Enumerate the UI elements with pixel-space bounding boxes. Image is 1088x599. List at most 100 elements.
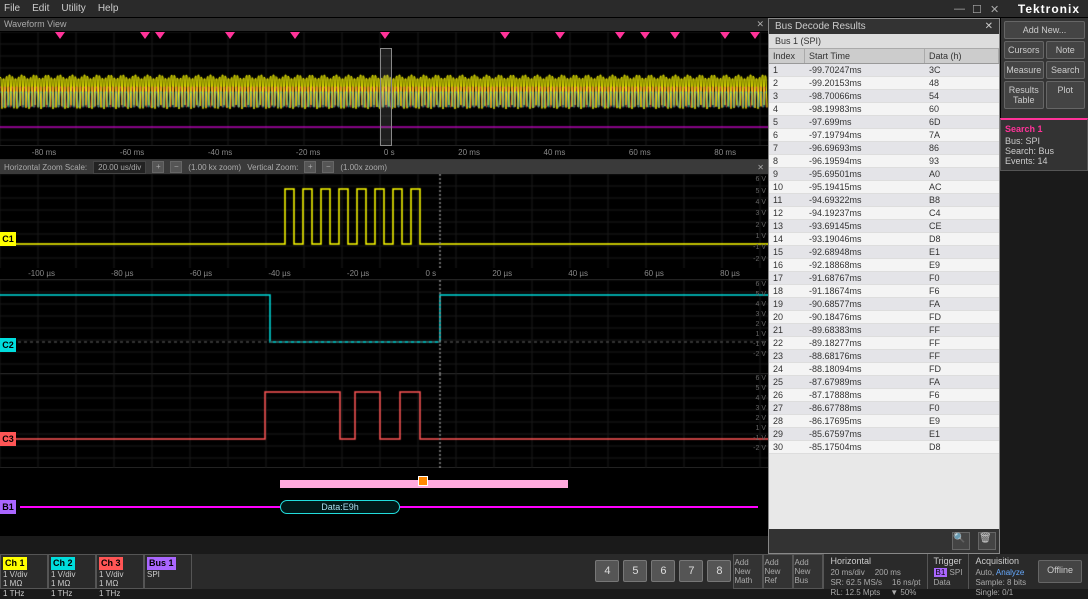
search-panel[interactable]: Search 1 Bus: SPI Search: Bus Events: 14 [1000,118,1088,171]
scope-ch1[interactable]: C1 6 V5 V4 V3 V2 V1 V-1 V-2 V -100 µs-80… [0,174,768,280]
table-row[interactable]: 12-94.19237msC4 [769,207,999,220]
waveform-header: Waveform View ✕ [0,18,768,32]
bus-decode-bubble[interactable]: Data:E9h [280,500,400,514]
table-row[interactable]: 10-95.19415msAC [769,181,999,194]
search-type: Search: Bus [1005,146,1083,156]
channel-7-button[interactable]: 7 [679,560,703,582]
decode-close-icon[interactable]: ✕ [985,21,993,32]
measure-button[interactable]: Measure [1004,61,1044,79]
table-row[interactable]: 21-89.68383msFF [769,324,999,337]
table-row[interactable]: 8-96.19594ms93 [769,155,999,168]
search-icon[interactable]: 🔍 [952,532,970,550]
plot-button[interactable]: Plot [1046,81,1086,109]
table-row[interactable]: 22-89.18277msFF [769,337,999,350]
ch1-volt-labels: 6 V5 V4 V3 V2 V1 V-1 V-2 V [744,174,768,265]
wf-close-icon[interactable]: ✕ [756,19,764,30]
trigger-marker-icon[interactable] [418,476,428,486]
table-row[interactable]: 3-98.70066ms54 [769,90,999,103]
table-row[interactable]: 23-88.68176msFF [769,350,999,363]
channel-6-button[interactable]: 6 [651,560,675,582]
scope-ch2[interactable]: C2 6 V5 V4 V3 V2 V1 V-1 V-2 V [0,280,768,374]
menu-help[interactable]: Help [98,3,119,14]
note-button[interactable]: Note [1046,41,1086,59]
zoom-scale[interactable]: 20.00 us/div [93,161,146,174]
table-row[interactable]: 28-86.17695msE9 [769,415,999,428]
channel-5-button[interactable]: 5 [623,560,647,582]
ch1-badge[interactable]: C1 [0,232,16,246]
decode-subtitle[interactable]: Bus 1 (SPI) [769,34,999,49]
zoom-minus[interactable]: − [170,161,182,173]
trash-icon[interactable]: 🗑 [978,532,996,550]
overview-scope[interactable]: -80 ms-60 ms-40 ms-20 ms0 s20 ms40 ms60 … [0,32,768,160]
table-row[interactable]: 18-91.18674msF6 [769,285,999,298]
add-ref-button[interactable]: Add New Ref [763,554,793,589]
scope-ch3[interactable]: C3 6 V5 V4 V3 V2 V1 V-1 V-2 V [0,374,768,468]
table-row[interactable]: 7-96.69693ms86 [769,142,999,155]
results-table-button[interactable]: Results Table [1004,81,1044,109]
table-row[interactable]: 17-91.68767msF0 [769,272,999,285]
col-data[interactable]: Data (h) [925,49,999,63]
cursors-button[interactable]: Cursors [1004,41,1044,59]
trigger-info[interactable]: Trigger B1 SPI Data [927,554,969,589]
menu-edit[interactable]: Edit [32,3,49,14]
add-math-button[interactable]: Add New Math [733,554,763,589]
ch2-volt-labels: 6 V5 V4 V3 V2 V1 V-1 V-2 V [744,280,768,359]
table-row[interactable]: 25-87.67989msFA [769,376,999,389]
decode-rows[interactable]: 1-99.70247ms3C2-99.20153ms483-98.70066ms… [769,64,999,529]
zoom-plus[interactable]: + [152,161,164,173]
max-icon[interactable]: ☐ [972,3,982,13]
table-row[interactable]: 19-90.68577msFA [769,298,999,311]
table-row[interactable]: 30-85.17504msD8 [769,441,999,454]
vzoom-minus[interactable]: − [322,161,334,173]
add-new-button[interactable]: Add New... [1004,21,1085,39]
table-row[interactable]: 15-92.68948msE1 [769,246,999,259]
tab-ch2[interactable]: Ch 2 1 V/div1 MΩ1 THz [48,554,96,589]
table-row[interactable]: 4-98.19983ms60 [769,103,999,116]
search-bus: Bus: SPI [1005,136,1083,146]
table-row[interactable]: 24-88.18094msFD [769,363,999,376]
table-row[interactable]: 6-97.19794ms7A [769,129,999,142]
channel-4-button[interactable]: 4 [595,560,619,582]
table-row[interactable]: 9-95.69501msA0 [769,168,999,181]
col-time[interactable]: Start Time [805,49,925,63]
offline-button[interactable]: Offline [1038,560,1082,583]
close-icon[interactable]: ✕ [990,3,1000,13]
table-row[interactable]: 2-99.20153ms48 [769,77,999,90]
table-row[interactable]: 1-99.70247ms3C [769,64,999,77]
table-row[interactable]: 5-97.699ms6D [769,116,999,129]
scope-bus[interactable]: B1 Data:E9h [0,468,768,526]
col-index[interactable]: Index [769,49,805,63]
acquisition-info[interactable]: Acquisition Auto, Analyze Sample: 8 bits… [968,554,1032,589]
vzoom-plus[interactable]: + [304,161,316,173]
tab-ch3[interactable]: Ch 3 1 V/div1 MΩ1 THz [96,554,144,589]
menu-bar: File Edit Utility Help [0,0,1088,18]
min-icon[interactable]: — [954,3,964,13]
table-row[interactable]: 16-92.18868msE9 [769,259,999,272]
tab-bus1[interactable]: Bus 1 SPI [144,554,192,589]
add-bus-button[interactable]: Add New Bus [793,554,823,589]
ch2-badge[interactable]: C2 [0,338,16,352]
table-row[interactable]: 14-93.19046msD8 [769,233,999,246]
wf-title: Waveform View [4,19,67,30]
overview-time-axis: -80 ms-60 ms-40 ms-20 ms0 s20 ms40 ms60 … [0,145,768,159]
table-row[interactable]: 20-90.18476msFD [769,311,999,324]
bottom-strip: Ch 1 1 V/div1 MΩ1 THz Ch 2 1 V/div1 MΩ1 … [0,554,1088,589]
brand-logo: Tektronix [1018,2,1080,16]
zoom-window[interactable] [380,48,392,146]
menu-file[interactable]: File [4,3,20,14]
horizontal-info[interactable]: Horizontal 20 ms/div200 ms SR: 62.5 MS/s… [823,554,926,589]
channel-8-button[interactable]: 8 [707,560,731,582]
zoom-close-icon[interactable]: ✕ [757,163,764,172]
ch1-time-axis: -100 µs-80 µs-60 µs-40 µs-20 µs0 s20 µs4… [0,267,768,279]
tab-ch1[interactable]: Ch 1 1 V/div1 MΩ1 THz [0,554,48,589]
table-row[interactable]: 13-93.69145msCE [769,220,999,233]
menu-utility[interactable]: Utility [61,3,85,14]
search-button[interactable]: Search [1046,61,1086,79]
table-row[interactable]: 26-87.17888msF6 [769,389,999,402]
ch3-badge[interactable]: C3 [0,432,16,446]
table-row[interactable]: 29-85.67597msE1 [769,428,999,441]
table-row[interactable]: 27-86.67788msF0 [769,402,999,415]
table-row[interactable]: 11-94.69322msB8 [769,194,999,207]
bus-badge[interactable]: B1 [0,500,16,514]
decode-columns: Index Start Time Data (h) [769,49,999,64]
